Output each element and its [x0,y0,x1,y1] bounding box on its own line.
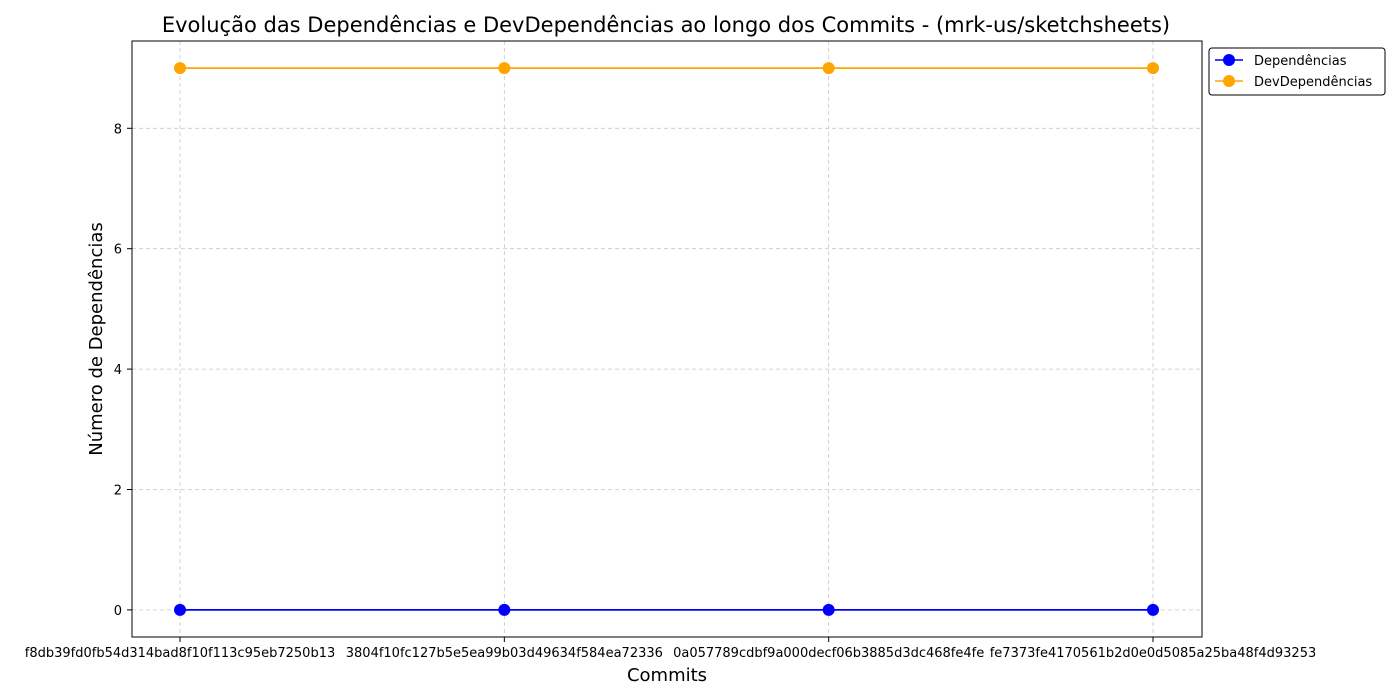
x-tick-label: 3804f10fc127b5e5ea99b03d49634f584ea72336 [346,646,663,661]
data-point-series-0 [1147,603,1159,616]
data-point-series-0 [822,603,835,616]
tick-layer: f8db39fd0fb54d314bad8f10f113c95eb7250b13… [25,122,1317,661]
y-tick-label: 0 [114,604,122,619]
y-tick-label: 6 [114,243,122,258]
legend-label-devdependencias: DevDependências [1254,75,1372,90]
legend: Dependências DevDependências [1208,47,1386,96]
chart-title: Evolução das Dependências e DevDependênc… [162,13,1170,37]
data-point-series-1 [822,62,835,75]
x-tick-label: fe7373fe4170561b2d0e0d5085a25ba48f4d9325… [990,646,1317,661]
legend-marker-devdependencias [1223,75,1235,87]
data-point-series-0 [174,603,186,616]
legend-frame [1208,47,1386,96]
legend-marker-dependencias [1223,54,1235,66]
x-tick-label: 0a057789cdbf9a000decf06b3885d3dc468fe4fe [673,646,984,661]
series-layer [174,62,1159,616]
plot-area-frame [131,40,1203,638]
data-point-series-1 [498,62,511,75]
legend-label-dependencias: Dependências [1254,54,1347,69]
y-tick-label: 8 [114,122,122,137]
data-point-series-1 [1147,62,1159,75]
data-point-series-1 [174,62,186,75]
grid-layer [132,41,1202,637]
y-axis-label: Número de Dependências [86,222,107,456]
y-tick-label: 4 [114,363,122,378]
x-tick-label: f8db39fd0fb54d314bad8f10f113c95eb7250b13 [25,646,336,661]
x-axis-label: Commits [627,665,707,686]
y-tick-label: 2 [114,484,122,499]
data-point-series-0 [498,603,511,616]
